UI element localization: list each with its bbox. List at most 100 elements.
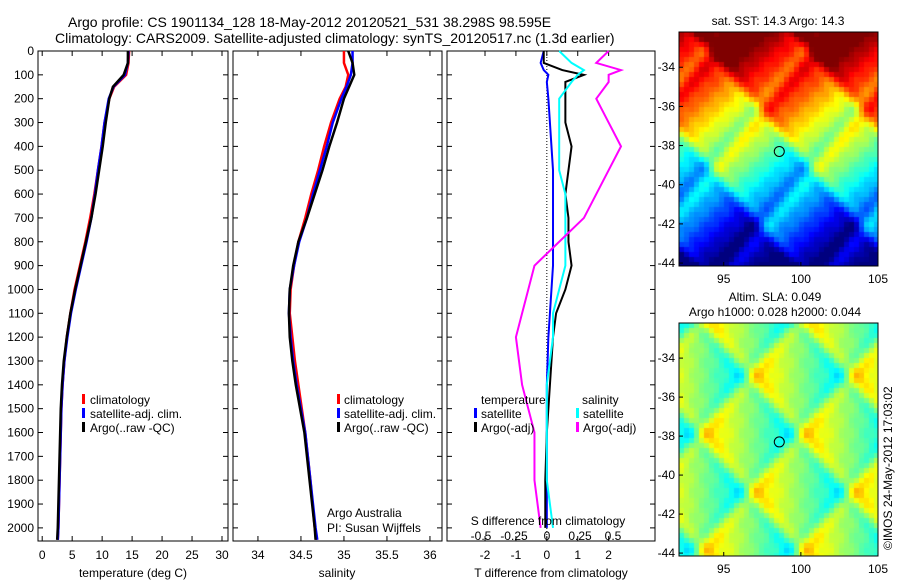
sla-map-subtitle: Argo h1000: 0.028 h2000: 0.044 [689,305,861,319]
legend-swatch [337,394,340,404]
sst-map-frame [678,31,879,267]
legend-label: satellite-adj. clim. [344,407,436,421]
depth-tick-label: 0 [27,44,34,58]
temperature-xtick-label: 15 [125,548,139,562]
salinity-line-1 [287,51,354,540]
depth-tick-label: 100 [14,68,34,82]
legend-label: Argo(..raw -QC) [344,421,429,435]
differences-xtick-label: 1 [574,548,581,562]
legend-swatch [576,408,579,418]
sst-map-lat-label: -36 [658,99,676,113]
differences-xtick-label: 0 [543,548,550,562]
depth-tick-label: 1000 [7,282,34,296]
difference-line-1 [542,51,588,528]
differences-xtick-label: -1 [511,548,522,562]
legend-label: satellite [583,407,624,421]
salinity-xtick-label: 35 [337,548,351,562]
sla-map-frame [678,322,879,557]
s-diff-tick-label: -0.5 [471,529,492,543]
difference-line-2 [545,50,586,529]
legend-label: climatology [90,393,150,407]
title-line1: Argo profile: CS 1901134_128 18-May-2012… [68,14,551,30]
depth-tick-label: 1800 [7,473,34,487]
sla-map-lat-label: -34 [658,351,676,365]
legend-label: Argo(..raw -QC) [90,421,175,435]
legend-swatch [576,422,579,432]
depth-tick-label: 1700 [7,449,34,463]
differences-xtick-label: 2 [605,548,612,562]
temperature-xtick-label: 25 [185,548,199,562]
depth-tick-label: 400 [14,139,34,153]
depth-tick-label: 1400 [7,378,34,392]
depth-tick-label: 1900 [7,497,34,511]
legend-label: Argo(-adj) [481,421,534,435]
depth-tick-label: 300 [14,116,34,130]
temperature-axes-box [37,50,229,542]
temperature-xtick-label: 0 [39,548,46,562]
sst-map-lat-label: -42 [658,217,676,231]
legend-swatch [82,422,85,432]
sla-map-lat-label: -40 [658,468,676,482]
sst-map-title: sat. SST: 14.3 Argo: 14.3 [712,14,845,28]
attribution-line1: Argo Australia [327,506,402,520]
sst-map-lon-label: 95 [717,272,731,286]
temperature-line-1 [56,50,130,540]
s-diff-tick-label: -0.25 [500,529,528,543]
imos-credit: ©IMOS 24-May-2012 17:03:02 [881,386,895,550]
temperature-line-0 [56,50,131,540]
sla-map-lat-label: -44 [658,546,676,560]
depth-tick-label: 1600 [7,426,34,440]
sla-map-lat-label: -38 [658,429,676,443]
s-diff-tick-label: 0.5 [605,529,622,543]
differences-xtick-label: -2 [480,548,491,562]
depth-tick-label: 1300 [7,354,34,368]
sst-map-lon-label: 105 [868,272,888,286]
sst-map-lat-label: -34 [658,60,676,74]
depth-tick-label: 900 [14,259,34,273]
depth-tick-label: 800 [14,235,34,249]
temperature-xtick-label: 30 [215,548,229,562]
sla-map-lat-label: -42 [658,507,676,521]
depth-tick-label: 1500 [7,402,34,416]
salinity-line-2 [287,50,356,540]
legend-title-temperature: temperature [481,393,546,407]
salinity-xtick-label: 36 [423,548,437,562]
depth-tick-label: 700 [14,211,34,225]
salinity-xlabel: salinity [319,566,356,580]
salinity-line-0 [288,51,350,540]
temperature-line-2 [55,51,130,540]
difference-line-3 [514,50,625,529]
temperature-xtick-label: 5 [69,548,76,562]
depth-tick-label: 200 [14,92,34,106]
temperature-xtick-label: 20 [155,548,169,562]
legend-swatch [474,408,477,418]
sla-map-lon-label: 95 [717,562,731,576]
depth-tick-label: 500 [14,163,34,177]
legend-label: Argo(-adj) [583,421,636,435]
sla-map-title: Altim. SLA: 0.049 [729,290,822,304]
temperature-xtick-label: 10 [95,548,109,562]
s-diff-xlabel: S difference from climatology [471,514,626,528]
sst-map-lat-label: -44 [658,256,676,270]
depth-tick-label: 1100 [8,306,34,320]
depth-tick-label: 2000 [7,521,34,535]
depth-tick-label: 1200 [7,330,34,344]
legend-label: satellite [481,407,522,421]
sla-map-lat-label: -36 [658,390,676,404]
sst-map-image [679,32,878,266]
temperature-xlabel: temperature (deg C) [79,566,187,580]
salinity-xtick-label: 34.5 [289,548,313,562]
legend-label: climatology [344,393,404,407]
depth-tick-label: 600 [14,187,34,201]
legend-label: satellite-adj. clim. [90,407,182,421]
s-diff-tick-label: 0.25 [568,529,592,543]
sla-map-lon-label: 100 [791,562,811,576]
legend-swatch [82,394,85,404]
legend-swatch [337,408,340,418]
salinity-xtick-label: 35.5 [375,548,399,562]
sst-map-lat-label: -40 [658,178,676,192]
sla-map-argo-location-marker [773,436,785,448]
sst-map-lat-label: -38 [658,139,676,153]
sst-map-argo-location-marker [773,145,785,157]
